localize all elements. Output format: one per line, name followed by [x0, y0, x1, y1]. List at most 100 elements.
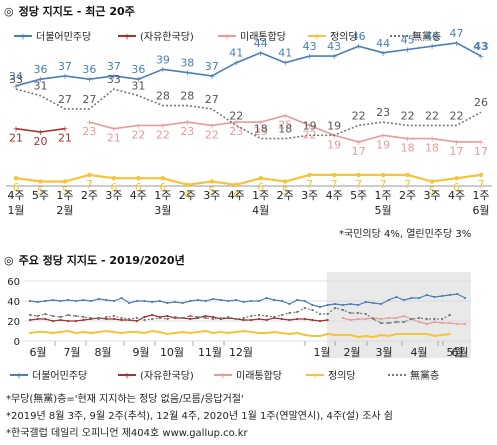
x-tick-label: 2주 [399, 189, 416, 202]
data-point-無黨층 [135, 316, 138, 320]
legend-marker: + [313, 33, 321, 43]
legend-entry: 정의당 [328, 370, 356, 382]
data-point-더불어민주당 [82, 298, 85, 302]
data-label-더불어민주당: 45 [401, 34, 415, 47]
x-tick-label: 2주 [277, 189, 294, 202]
data-point-더불어민주당 [36, 300, 39, 304]
data-label-無黨층: 33 [107, 73, 121, 86]
data-label-미래통합당: 25 [278, 119, 292, 132]
x-tick-label: 5월 [446, 346, 463, 359]
x-tick-label: 1월 [313, 346, 330, 359]
data-label-無黨층: 22 [425, 109, 439, 122]
data-point-자유한국당 [212, 315, 215, 319]
data-point-자유한국당: + [62, 125, 69, 134]
data-point-더불어민주당: + [404, 46, 411, 55]
data-point-미래통합당: + [135, 121, 142, 130]
data-point-자유한국당 [318, 319, 322, 323]
x-tick-label: 3주 [301, 189, 318, 202]
data-point-정의당 [402, 332, 406, 336]
data-point-자유한국당 [204, 314, 207, 318]
data-point-미래통합당: + [478, 138, 485, 147]
data-point-정의당 [425, 332, 428, 336]
data-point-미래통합당 [379, 317, 383, 321]
data-label-미래통합당: 19 [376, 138, 390, 151]
data-point-정의당 [341, 333, 344, 337]
data-point-정의당 [59, 330, 62, 334]
data-point-더불어민주당: + [233, 59, 240, 68]
data-point-정의당 [234, 182, 239, 187]
data-label-더불어민주당: 36 [33, 63, 47, 76]
data-point-정의당 [478, 172, 484, 178]
data-point-정의당 [181, 330, 184, 334]
data-point-더불어민주당 [318, 305, 322, 309]
data-point-정의당 [212, 331, 215, 335]
data-point-정의당 [160, 176, 166, 181]
x-tick-label: 6월 [451, 346, 468, 359]
x-tick-label: 7월 [63, 346, 80, 359]
x-tick-label: 3주 [203, 189, 220, 202]
data-point-정의당 [372, 335, 375, 339]
title-marker: ◎ [4, 5, 14, 18]
data-point-더불어민주당: + [282, 59, 289, 68]
x-tick-label: 2주 [179, 189, 196, 202]
data-point-無黨층 [44, 312, 47, 316]
data-point-자유한국당 [265, 318, 268, 322]
x-tick-label: 4주 [7, 189, 24, 202]
x-tick-label: 3주 [423, 189, 440, 202]
data-point-無黨층 [334, 306, 337, 310]
data-point-정의당 [410, 332, 413, 336]
data-point-더불어민주당 [379, 302, 383, 306]
data-point-더불어민주당 [311, 303, 314, 307]
legend-marker: + [19, 33, 27, 43]
data-point-더불어민주당 [212, 297, 215, 301]
data-point-無黨층 [273, 315, 276, 319]
y-tick-label: 20 [7, 317, 20, 328]
x-tick-label: 1주 [154, 189, 171, 202]
data-point-無黨층 [364, 312, 367, 316]
data-point-더불어민주당 [456, 292, 459, 296]
data-point-미래통합당 [395, 316, 398, 320]
data-point-정의당 [196, 330, 199, 334]
data-label-無黨층: 27 [58, 93, 72, 106]
data-point-정의당 [364, 334, 367, 338]
data-label-더불어민주당: 43 [327, 40, 341, 53]
data-label-더불어민주당: 37 [58, 60, 72, 73]
data-label-미래통합당: 23 [180, 125, 194, 138]
data-point-더불어민주당 [250, 299, 253, 303]
data-point-자유한국당 [311, 318, 314, 322]
data-label-자유한국당: 20 [33, 135, 47, 148]
legend-marker: + [123, 372, 131, 382]
data-point-정의당 [288, 332, 291, 336]
data-point-無黨층 [265, 314, 268, 318]
data-point-無黨층 [219, 316, 222, 320]
data-point-정의당 [356, 172, 361, 178]
data-point-정의당 [13, 176, 19, 181]
data-point-자유한국당 [257, 317, 261, 321]
data-point-無黨층 [341, 308, 344, 312]
data-point-정의당 [158, 330, 161, 334]
data-point-無黨층 [242, 316, 245, 320]
legend-entry: 無黨층 [410, 369, 439, 382]
data-point-정의당 [405, 172, 410, 178]
data-label-미래통합당: 19 [327, 138, 341, 151]
data-label-미래통합당: 22 [131, 128, 145, 141]
data-point-미래통합당: + [208, 121, 215, 130]
data-point-無黨층 [372, 317, 375, 321]
data-point-無黨층 [250, 314, 253, 318]
x-tick-label: 4월 [252, 204, 269, 217]
sub-chart-title: ◎ 주요 정당 지지도 - 2019/2020년 [4, 252, 185, 268]
x-tick-label: 1주 [252, 189, 269, 202]
data-point-無黨층 [173, 315, 177, 319]
data-point-정의당 [204, 329, 207, 333]
data-point-無黨층 [128, 317, 131, 321]
data-point-미래통합당 [418, 320, 421, 324]
data-point-정의당 [82, 330, 85, 334]
data-point-無黨층 [143, 318, 146, 322]
x-tick-label: 1주 [472, 189, 489, 202]
legend-marker: + [219, 372, 227, 382]
data-point-정의당 [28, 331, 32, 335]
data-point-더불어민주당 [44, 299, 47, 303]
data-point-더불어민주당: + [429, 42, 436, 51]
data-point-정의당 [257, 331, 261, 335]
data-point-無黨층 [257, 313, 261, 317]
